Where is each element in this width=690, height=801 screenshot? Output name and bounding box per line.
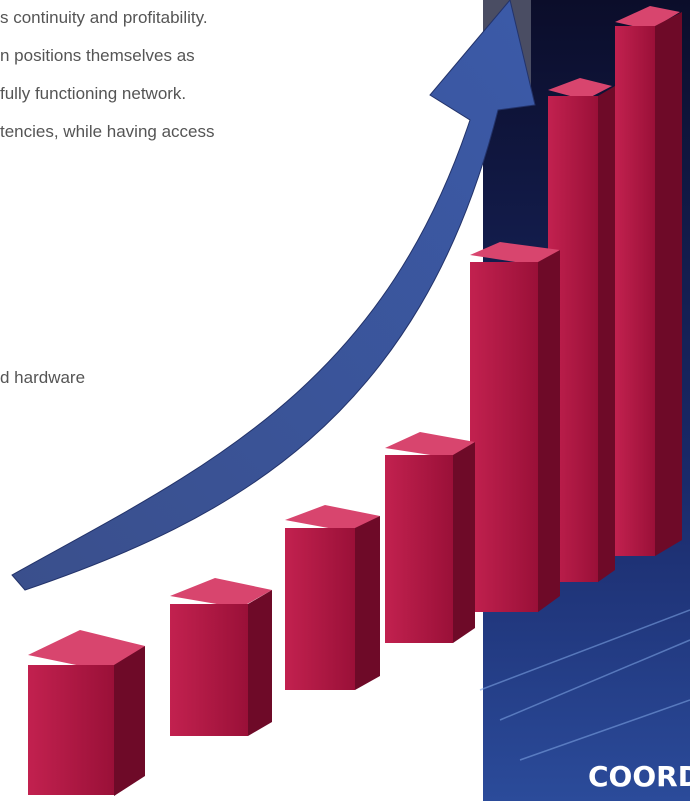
body-text: n positions themselves as bbox=[0, 46, 195, 65]
body-text: s continuity and profitability. bbox=[0, 8, 208, 27]
bar-1 bbox=[28, 630, 145, 796]
arrow bbox=[11, 0, 536, 591]
bar-2 bbox=[170, 578, 272, 736]
bar-7 bbox=[615, 6, 682, 556]
body-text: d hardware bbox=[0, 368, 86, 387]
light-streak bbox=[479, 609, 690, 761]
bar-3 bbox=[285, 505, 380, 690]
banner-text: COORDI bbox=[588, 760, 690, 793]
bar-5 bbox=[470, 242, 560, 612]
body-text: tencies, while having access bbox=[0, 122, 215, 141]
body-text: fully functioning network. bbox=[0, 84, 187, 103]
bar-4 bbox=[385, 432, 475, 643]
bars bbox=[28, 6, 682, 796]
